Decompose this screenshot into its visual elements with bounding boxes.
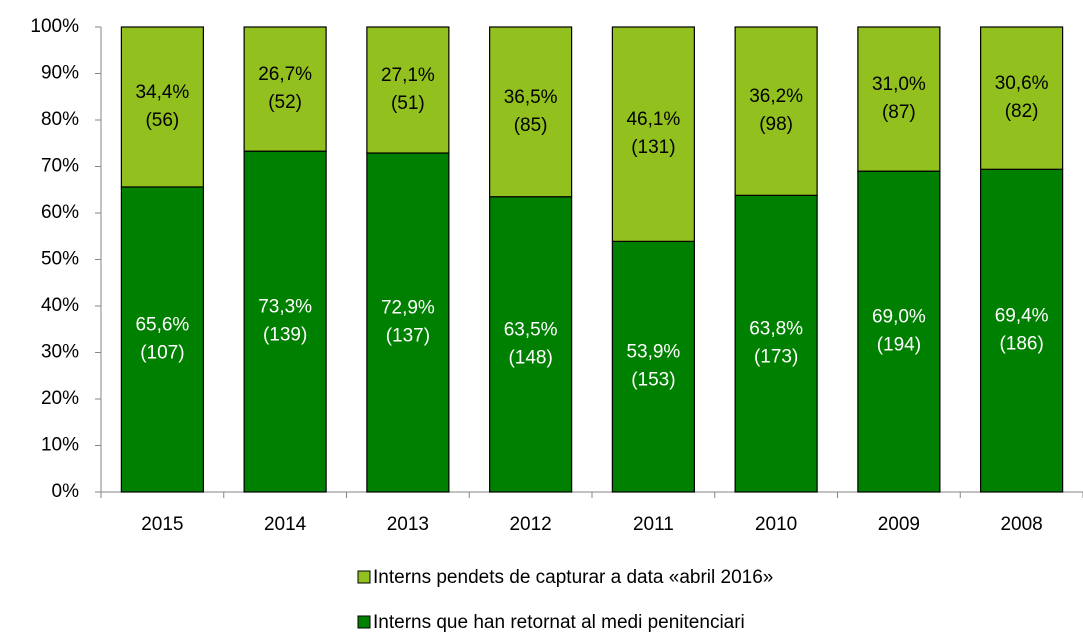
data-label: 69,0% [872,307,926,328]
bar-segment [734,194,818,493]
y-tick-label: 60% [41,202,79,223]
bar-segment [734,26,818,196]
data-label: 36,2% [749,86,803,107]
bar-segment [243,26,327,152]
bar-segment [366,26,450,154]
data-label: 73,3% [258,297,312,318]
data-label: 63,5% [504,319,558,340]
count-label: (85) [514,115,548,136]
count-label: (186) [999,334,1043,355]
data-label: 72,9% [381,298,435,319]
y-tick-label: 50% [41,249,79,270]
x-tick-label: 2009 [878,514,920,535]
data-label: 31,0% [872,74,926,95]
data-label: 65,6% [135,314,189,335]
bar-segment [611,26,695,242]
y-tick-label: 30% [41,342,79,363]
x-tick-label: 2015 [141,514,183,535]
y-tick-label: 10% [41,435,79,456]
y-tick-label: 70% [41,156,79,177]
data-label: 36,5% [504,87,558,108]
data-label: 53,9% [626,342,680,363]
x-tick-label: 2012 [509,514,551,535]
bar-segment [611,240,695,493]
count-label: (131) [631,137,675,158]
count-label: (52) [268,92,302,113]
legend-swatch [357,615,371,629]
count-label: (148) [508,347,552,368]
data-label: 30,6% [995,73,1049,94]
y-tick-label: 0% [52,481,80,502]
bar-segment [120,26,204,188]
count-label: (56) [145,110,179,131]
count-label: (173) [754,347,798,368]
count-label: (107) [140,342,184,363]
x-tick-label: 2010 [755,514,797,535]
x-tick-label: 2008 [1000,514,1042,535]
bar-segment [980,168,1064,493]
data-label: 46,1% [626,109,680,130]
x-tick-label: 2013 [387,514,429,535]
count-label: (82) [1005,101,1039,122]
bar-segment [980,26,1064,170]
y-tick-label: 20% [41,388,79,409]
y-tick-label: 80% [41,109,79,130]
bar-segment [366,152,450,493]
count-label: (194) [877,335,921,356]
y-tick-label: 40% [41,295,79,316]
x-tick-label: 2011 [633,514,674,535]
bar-segment [243,150,327,493]
data-label: 27,1% [381,65,435,86]
legend-label: Interns pendets de capturar a data «abri… [373,567,773,588]
count-label: (87) [882,102,916,123]
bar-segment [489,196,573,493]
bar-segment [857,170,941,493]
bar-segment [857,26,941,172]
count-label: (153) [631,370,675,391]
legend-label: Interns que han retornat al medi peniten… [373,612,745,633]
y-tick-label: 90% [41,63,79,84]
data-label: 69,4% [995,306,1049,327]
x-tick-label: 2014 [264,514,307,535]
data-label: 34,4% [135,82,189,103]
bar-segment [489,26,573,198]
legend-swatch [357,570,371,584]
count-label: (139) [263,325,307,346]
data-label: 26,7% [258,64,312,85]
count-label: (51) [391,93,425,114]
count-label: (98) [759,114,793,135]
data-label: 63,8% [749,319,803,340]
y-tick-label: 100% [30,16,79,37]
count-label: (137) [386,326,430,347]
bar-segment [120,186,204,493]
